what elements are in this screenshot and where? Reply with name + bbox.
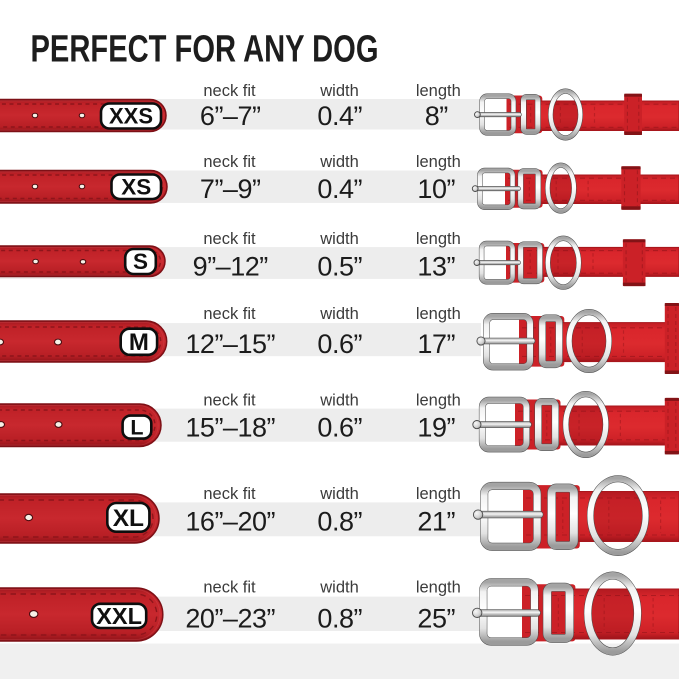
- svg-text:12”–15”: 12”–15”: [185, 329, 275, 359]
- svg-text:neck fit: neck fit: [203, 230, 256, 248]
- svg-text:neck fit: neck fit: [203, 392, 256, 410]
- svg-text:length: length: [416, 392, 461, 410]
- svg-text:width: width: [319, 392, 359, 410]
- svg-text:XS: XS: [121, 174, 151, 199]
- svg-text:0.5”: 0.5”: [317, 251, 362, 281]
- svg-text:21”: 21”: [417, 507, 455, 537]
- svg-text:XXS: XXS: [109, 104, 153, 129]
- svg-text:neck fit: neck fit: [203, 82, 256, 100]
- svg-text:25”: 25”: [417, 604, 455, 634]
- svg-text:XXL: XXL: [96, 603, 142, 629]
- svg-text:19”: 19”: [417, 412, 455, 442]
- svg-text:width: width: [319, 579, 359, 597]
- svg-text:0.6”: 0.6”: [317, 329, 362, 359]
- svg-text:20”–23”: 20”–23”: [185, 604, 275, 634]
- svg-text:width: width: [319, 485, 359, 503]
- svg-text:13”: 13”: [417, 251, 455, 281]
- svg-text:neck fit: neck fit: [203, 305, 256, 323]
- svg-text:17”: 17”: [417, 329, 455, 359]
- svg-text:width: width: [319, 305, 359, 323]
- svg-text:0.8”: 0.8”: [317, 604, 362, 634]
- svg-text:PERFECT FOR ANY DOG: PERFECT FOR ANY DOG: [31, 28, 379, 70]
- svg-text:length: length: [416, 579, 461, 597]
- svg-text:width: width: [319, 230, 359, 248]
- svg-text:0.4”: 0.4”: [317, 101, 362, 131]
- svg-text:length: length: [416, 305, 461, 323]
- svg-text:8”: 8”: [425, 101, 448, 131]
- svg-text:length: length: [416, 230, 461, 248]
- svg-text:S: S: [133, 249, 148, 274]
- svg-text:L: L: [130, 415, 143, 439]
- svg-text:0.6”: 0.6”: [317, 412, 362, 442]
- svg-text:width: width: [319, 153, 359, 171]
- svg-text:length: length: [416, 485, 461, 503]
- svg-text:length: length: [416, 82, 461, 100]
- svg-text:0.8”: 0.8”: [317, 507, 362, 537]
- svg-text:neck fit: neck fit: [203, 485, 256, 503]
- svg-text:length: length: [416, 153, 461, 171]
- svg-text:0.4”: 0.4”: [317, 174, 362, 204]
- svg-text:width: width: [319, 82, 359, 100]
- svg-text:16”–20”: 16”–20”: [185, 507, 275, 537]
- svg-text:6”–7”: 6”–7”: [200, 101, 261, 131]
- svg-text:10”: 10”: [417, 174, 455, 204]
- svg-text:M: M: [129, 329, 149, 356]
- svg-text:9”–12”: 9”–12”: [193, 251, 268, 281]
- svg-text:XL: XL: [113, 505, 144, 532]
- svg-text:neck fit: neck fit: [203, 153, 256, 171]
- svg-text:neck fit: neck fit: [203, 579, 256, 597]
- svg-text:15”–18”: 15”–18”: [185, 412, 275, 442]
- svg-text:7”–9”: 7”–9”: [200, 174, 261, 204]
